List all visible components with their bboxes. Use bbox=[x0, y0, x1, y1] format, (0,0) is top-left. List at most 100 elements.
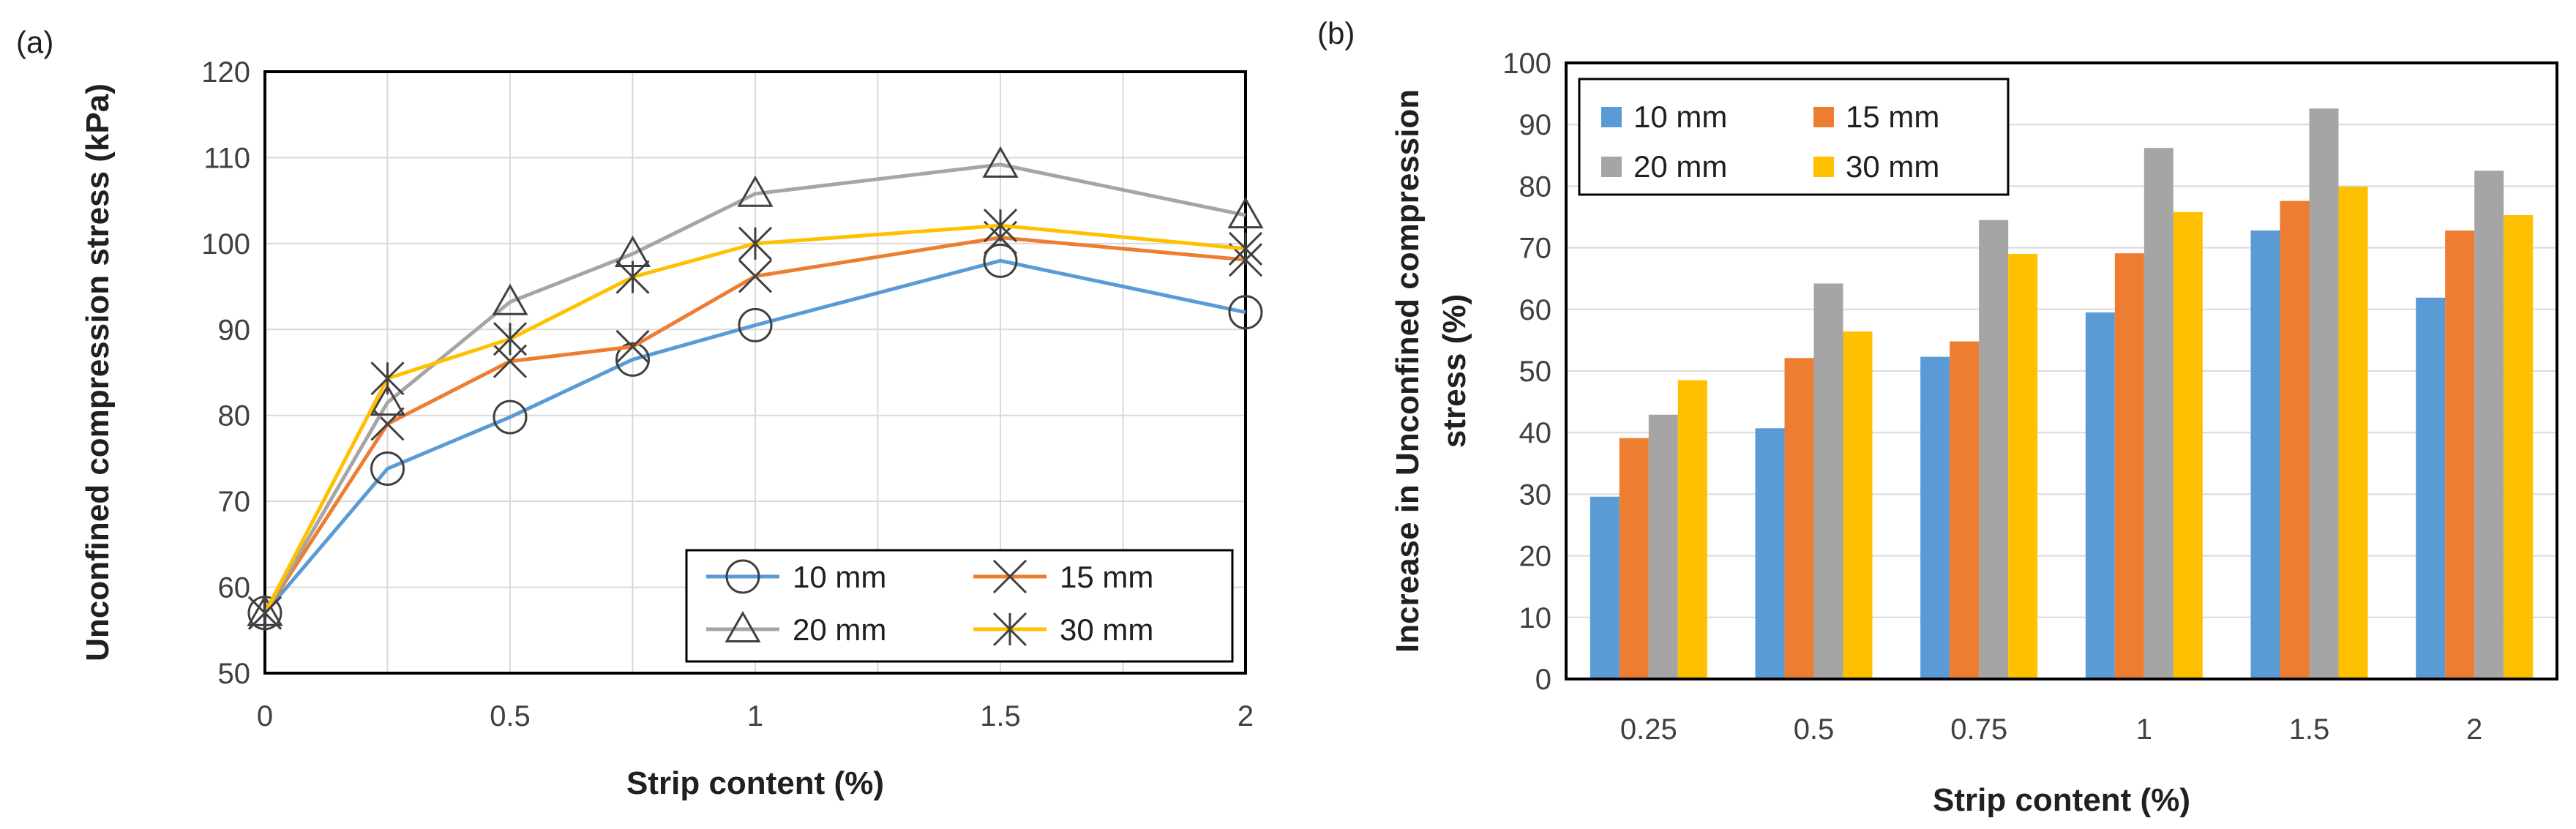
panel-a-x-tick-label: 1.5 bbox=[980, 700, 1021, 732]
panel-a-series bbox=[247, 146, 1264, 631]
panel-b-y-axis-title-line2: stress (%) bbox=[1437, 294, 1472, 448]
bar-15-mm-0-5 bbox=[1784, 358, 1814, 679]
bar-10-mm-0-5 bbox=[1755, 428, 1785, 679]
panel-b-legend: 10 mm 15 mm 20 mm 30 mm bbox=[1578, 78, 2010, 196]
legend-label-10-mm: 10 mm bbox=[793, 560, 886, 594]
legend-label-20-mm: 20 mm bbox=[1633, 149, 1727, 184]
panel-a-y-tick-label: 110 bbox=[203, 142, 250, 174]
bar-15-mm-0-25 bbox=[1619, 438, 1649, 679]
panel-a-x-tick-label: 0 bbox=[257, 700, 273, 732]
bar-30-mm-0-5 bbox=[1843, 331, 1873, 679]
series-line-20-mm bbox=[263, 162, 1246, 615]
data-point-10-mm bbox=[370, 451, 405, 487]
panel-b-bar-chart: (b) 0 10 20 30 40 50 60 70 80 90 100 0.25 0.5 0.75 1 1… bbox=[1317, 16, 2558, 818]
bar-30-mm-0-75 bbox=[2008, 254, 2038, 679]
panel-a-y-tick-label: 90 bbox=[218, 314, 251, 346]
series-30-mm bbox=[247, 209, 1263, 630]
data-point-20-mm bbox=[369, 384, 406, 416]
panel-b-y-tick-label: 0 bbox=[1535, 664, 1551, 696]
panel-a-line-chart: (a) 50 60 70 80 90 100 110 120 0 0.5 1 1.5 2 Strip … bbox=[16, 25, 1264, 801]
bar-15-mm-0-75 bbox=[1950, 341, 1980, 679]
data-point-30-mm bbox=[983, 209, 1018, 243]
panel-b-y-ticks: 0 10 20 30 40 50 60 70 80 90 100 bbox=[1502, 48, 1551, 696]
panel-b-y-axis-title-line1: Increase in Unconfined compression bbox=[1390, 89, 1426, 653]
panel-b-x-tick-label: 0.25 bbox=[1620, 713, 1677, 746]
bar-15-mm-1-5 bbox=[2280, 200, 2310, 679]
panel-a-legend-box bbox=[685, 549, 1234, 663]
panel-b-y-tick-label: 80 bbox=[1519, 170, 1552, 203]
data-point-15-mm bbox=[738, 259, 773, 293]
data-point-30-mm bbox=[493, 322, 528, 356]
data-point-15-mm bbox=[370, 407, 405, 441]
panel-a-y-tick-label: 80 bbox=[218, 400, 251, 432]
panel-b-x-tick-label: 1.5 bbox=[2289, 713, 2330, 746]
bar-20-mm-0-75 bbox=[1979, 220, 2009, 680]
legend-marker-20-mm bbox=[724, 610, 761, 642]
data-point-15-mm bbox=[615, 329, 650, 364]
bar-15-mm-2 bbox=[2445, 230, 2475, 679]
legend-marker-30-mm bbox=[992, 612, 1027, 647]
bar-10-mm-0-75 bbox=[1920, 356, 1950, 679]
bar-20-mm-0-25 bbox=[1648, 414, 1678, 679]
data-point-10-mm bbox=[493, 400, 528, 435]
bar-10-mm-1 bbox=[2085, 312, 2115, 679]
panel-a-y-tick-label: 70 bbox=[218, 486, 251, 518]
bar-30-mm-1 bbox=[2173, 211, 2203, 679]
panel-b-y-tick-label: 70 bbox=[1519, 233, 1552, 265]
series-15-mm bbox=[1619, 200, 2475, 680]
series-20-mm bbox=[247, 146, 1264, 626]
panel-a-y-ticks: 50 60 70 80 90 100 110 120 bbox=[201, 56, 250, 690]
panel-a-y-tick-label: 120 bbox=[201, 56, 250, 89]
bar-20-mm-0-5 bbox=[1813, 283, 1843, 679]
legend-swatch-20-mm bbox=[1601, 157, 1622, 177]
legend-marker-15-mm bbox=[992, 559, 1027, 594]
bar-30-mm-0-25 bbox=[1677, 380, 1707, 679]
panel-b-y-tick-label: 90 bbox=[1519, 109, 1552, 141]
data-point-30-mm bbox=[247, 596, 282, 630]
panel-b-y-tick-label: 10 bbox=[1519, 602, 1552, 634]
panel-a-x-tick-label: 2 bbox=[1238, 700, 1254, 732]
data-point-20-mm bbox=[492, 283, 528, 315]
data-point-20-mm bbox=[1227, 197, 1264, 229]
panel-a-legend: 10 mm 15 mm 20 mm 30 mm bbox=[685, 549, 1234, 663]
series-line-10-mm bbox=[263, 258, 1246, 615]
panel-b-legend-box bbox=[1578, 78, 2010, 196]
panel-b-y-tick-label: 50 bbox=[1519, 356, 1552, 388]
panel-b-x-tick-label: 0.5 bbox=[1794, 713, 1835, 746]
panel-a-y-tick-label: 100 bbox=[201, 228, 250, 260]
panel-b-x-axis-title: Strip content (%) bbox=[1933, 782, 2190, 818]
panel-b-y-tick-label: 60 bbox=[1519, 294, 1552, 326]
bar-30-mm-1-5 bbox=[2338, 187, 2368, 679]
bar-10-mm-2 bbox=[2416, 297, 2446, 679]
bar-20-mm-1 bbox=[2143, 148, 2174, 680]
legend-swatch-30-mm bbox=[1813, 157, 1834, 177]
panel-b-x-tick-label: 2 bbox=[2466, 713, 2482, 746]
legend-label-30-mm: 30 mm bbox=[1060, 612, 1153, 647]
series-30-mm bbox=[1677, 187, 2534, 679]
panel-a-y-tick-label: 60 bbox=[218, 572, 251, 604]
panel-a-y-axis-title: Unconfined compression stress (kPa) bbox=[80, 83, 116, 661]
bar-15-mm-1 bbox=[2114, 253, 2144, 680]
panel-b-y-tick-label: 100 bbox=[1502, 48, 1551, 80]
panel-a-y-tick-label: 50 bbox=[218, 658, 251, 690]
data-point-10-mm bbox=[738, 307, 773, 342]
data-point-20-mm bbox=[737, 175, 774, 207]
panel-b-plot-frame bbox=[1565, 61, 2558, 680]
legend-swatch-10-mm bbox=[1601, 107, 1622, 127]
legend-label-15-mm: 15 mm bbox=[1060, 560, 1153, 594]
panel-b-bars bbox=[1590, 108, 2534, 680]
series-10-mm bbox=[1590, 230, 2446, 679]
data-point-10-mm bbox=[983, 243, 1018, 278]
legend-label-10-mm: 10 mm bbox=[1633, 100, 1727, 134]
bar-20-mm-1-5 bbox=[2309, 108, 2339, 680]
panel-a-x-tick-label: 0.5 bbox=[490, 700, 531, 732]
data-point-30-mm bbox=[738, 226, 773, 260]
panel-b-label: (b) bbox=[1317, 16, 1355, 50]
bar-30-mm-2 bbox=[2504, 214, 2534, 679]
data-point-20-mm bbox=[982, 146, 1019, 178]
panel-a-x-tick-label: 1 bbox=[747, 700, 763, 732]
data-point-10-mm bbox=[1228, 295, 1263, 330]
data-point-10-mm bbox=[615, 342, 650, 377]
legend-swatch-15-mm bbox=[1813, 107, 1834, 127]
